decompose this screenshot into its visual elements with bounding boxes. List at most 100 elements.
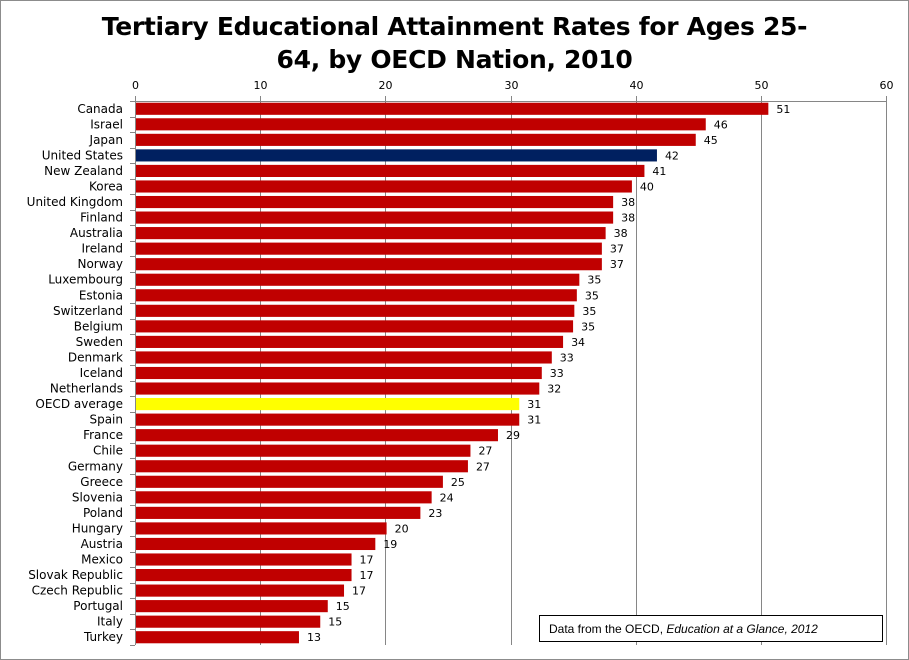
data-label: 40 [640,180,654,193]
bar [136,304,575,317]
data-label: 20 [395,522,409,535]
data-label: 38 [621,212,635,225]
category-label: Finland [80,211,123,225]
category-label: France [83,428,123,442]
data-label: 38 [621,196,635,209]
category-label: Japan [89,133,123,147]
bar [136,413,520,426]
bar [136,569,352,582]
x-tick-label: 10 [254,79,268,92]
bar [136,382,540,395]
bar [136,227,606,240]
category-label: OECD average [35,397,123,411]
category-label: New Zealand [44,164,123,178]
bar [136,335,564,348]
source-annotation-title: Education at a Glance, 2012 [666,622,818,636]
category-label: Australia [70,226,123,240]
data-label: 31 [527,414,541,427]
bar [136,289,577,302]
category-label: Ireland [81,242,123,256]
category-label: Spain [89,413,123,427]
data-label: 27 [478,445,492,458]
bar [136,429,498,442]
category-label: Germany [68,459,123,473]
category-label: Netherlands [50,382,123,396]
data-label: 25 [451,476,465,489]
bar [136,351,552,364]
category-label: Norway [77,257,123,271]
category-label: Czech Republic [32,584,123,598]
bar [136,615,321,628]
labels: 0 10 20 30 40 50 60 Canada 51 Israel 46 Japan 45 Unit… [27,79,894,644]
axes [130,96,887,646]
data-label: 51 [776,103,790,116]
bar [136,631,299,644]
bar [136,366,542,380]
category-label: Greece [80,475,123,489]
category-label: Denmark [68,350,123,364]
data-label: 35 [585,289,599,302]
category-label: Hungary [72,521,123,535]
bar [136,398,520,411]
data-label: 27 [476,460,490,473]
category-label: Sweden [76,335,123,349]
category-label: Estonia [79,288,123,302]
category-label: Iceland [80,366,123,380]
bars [136,102,769,644]
data-label: 34 [571,336,585,349]
data-label: 33 [560,351,574,364]
x-tick-label: 60 [880,79,894,92]
category-label: United Kingdom [27,195,123,209]
source-annotation: Data from the OECD, Education at a Glanc… [539,615,883,642]
bar [136,320,574,333]
x-tick-label: 40 [630,79,644,92]
bar [136,164,645,177]
category-label: Israel [90,117,123,131]
data-label: 19 [383,538,397,551]
bar [136,273,580,286]
bar [136,553,352,566]
category-label: Luxembourg [48,273,123,287]
bar [136,522,387,535]
x-tick-label: 30 [505,79,519,92]
data-label: 15 [328,616,342,629]
category-label: Turkey [83,630,123,644]
x-tick-label: 50 [755,79,769,92]
data-label: 24 [440,491,454,504]
bar [136,460,468,473]
category-label: Poland [83,506,123,520]
data-label: 17 [360,569,374,582]
data-label: 33 [550,367,564,380]
category-label: Italy [97,615,123,629]
bar [136,242,602,255]
bar [136,149,657,162]
bar [136,600,328,613]
bar [136,133,696,146]
x-tick-label: 0 [132,79,139,92]
bar [136,506,421,519]
bar [136,258,602,271]
category-label: Austria [81,537,123,551]
category-label: Korea [89,179,123,193]
data-label: 37 [610,243,624,256]
bar [136,444,471,457]
data-label: 35 [582,305,596,318]
category-label: Portugal [73,599,123,613]
data-label: 17 [360,554,374,567]
bar [136,537,376,551]
data-label: 42 [665,149,679,162]
bar [136,180,632,193]
data-label: 35 [581,320,595,333]
data-label: 17 [352,585,366,598]
category-label: Switzerland [53,304,123,318]
data-label: 15 [336,600,350,613]
bar [136,102,769,115]
category-label: United States [42,148,123,162]
data-label: 45 [704,134,718,147]
data-label: 38 [614,227,628,240]
data-label: 29 [506,429,520,442]
bar [136,118,706,131]
data-label: 35 [587,274,601,287]
category-label: Mexico [81,553,123,567]
